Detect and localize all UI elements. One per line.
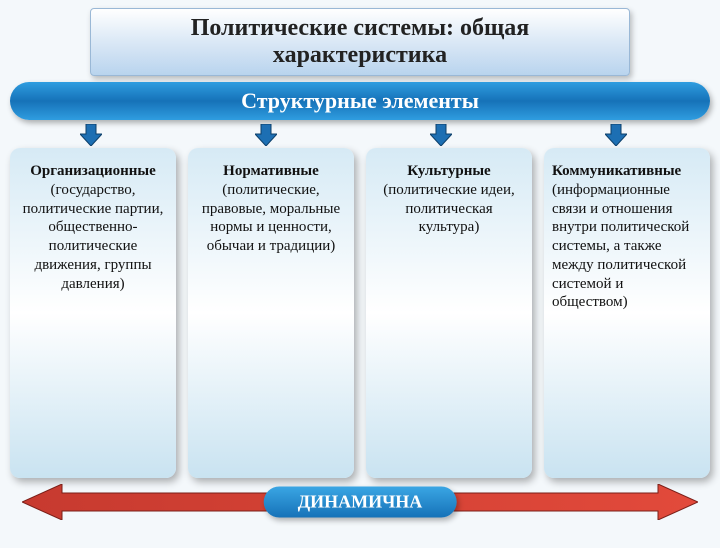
columns-container: Организационные (государство, политическ… <box>10 148 710 478</box>
subtitle-text: Структурные элементы <box>241 88 479 114</box>
column-body: (политические, правовые, моральные нормы… <box>202 182 340 254</box>
column-head: Нормативные <box>223 163 319 179</box>
down-arrow-icon <box>255 124 277 146</box>
column-head: Коммуникативные <box>552 163 681 179</box>
down-arrow-icon <box>605 124 627 146</box>
dynamic-band: ДИНАМИЧНА <box>22 484 698 520</box>
page-title: Политические системы: общая характеристи… <box>90 8 630 76</box>
page-title-text: Политические системы: общая характеристи… <box>191 15 530 68</box>
down-arrow-icon <box>80 124 102 146</box>
column-head: Культурные <box>407 163 490 179</box>
column-body: (политические идеи, политическая культур… <box>383 182 514 236</box>
column-card: Культурные (политические идеи, политичес… <box>366 148 532 478</box>
column-card: Коммуникативные (информационные связи и … <box>544 148 710 478</box>
subtitle-pill: Структурные элементы <box>10 82 710 120</box>
column-body: (информационные связи и отношения внутри… <box>552 182 689 311</box>
down-arrow-icon <box>430 124 452 146</box>
column-body: (государство, политические партии, общес… <box>23 182 164 292</box>
dynamic-label-text: ДИНАМИЧНА <box>298 492 423 512</box>
column-card: Организационные (государство, политическ… <box>10 148 176 478</box>
column-head: Организационные <box>30 163 156 179</box>
down-arrows-row <box>10 124 710 148</box>
dynamic-label: ДИНАМИЧНА <box>264 487 457 518</box>
column-card: Нормативные (политические, правовые, мор… <box>188 148 354 478</box>
